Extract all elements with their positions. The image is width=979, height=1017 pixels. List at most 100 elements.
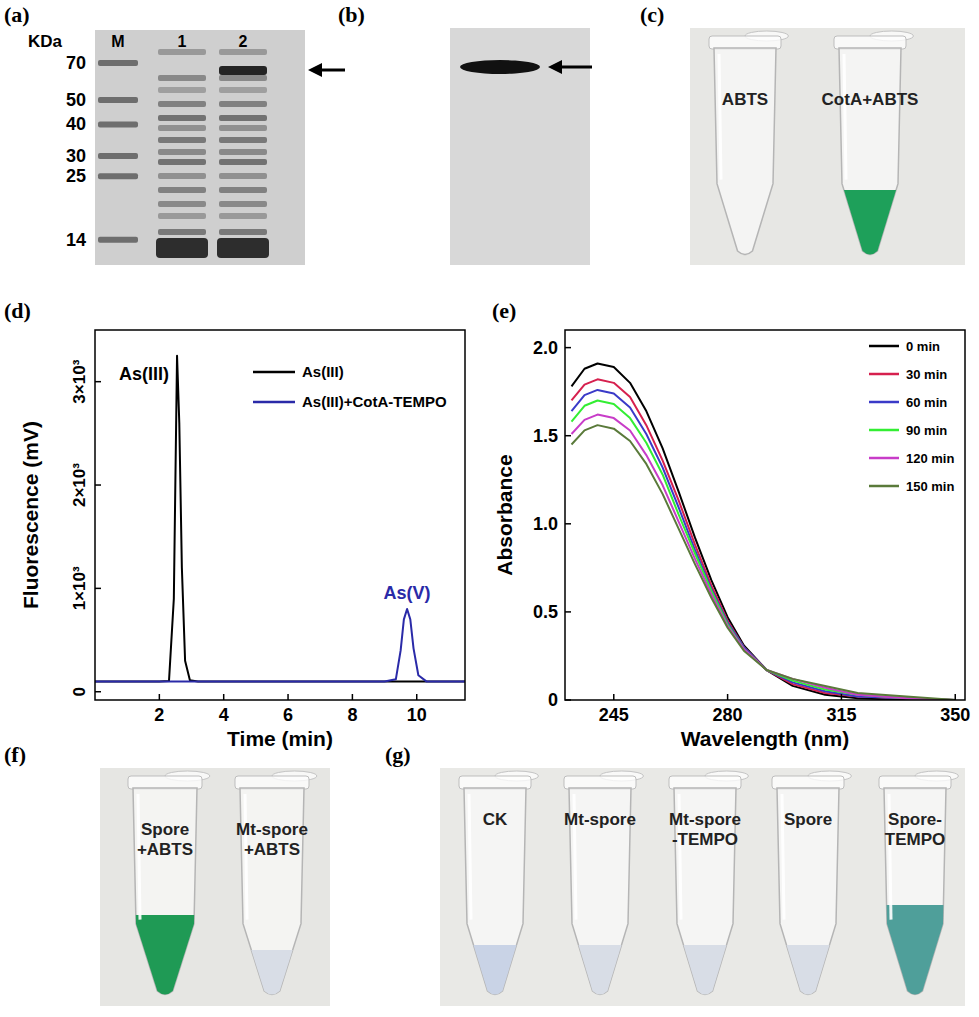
panel-label: (b) bbox=[338, 2, 365, 27]
tube-label: CK bbox=[483, 810, 508, 829]
tube-cap bbox=[459, 776, 531, 789]
x-tick bbox=[223, 694, 225, 700]
gel-band bbox=[158, 149, 206, 155]
tube-cap bbox=[564, 776, 636, 789]
x-tick bbox=[159, 694, 161, 700]
x-tick-label: 245 bbox=[599, 705, 629, 725]
tube-body bbox=[777, 788, 839, 995]
series-line bbox=[572, 363, 956, 700]
photo bbox=[440, 768, 965, 1006]
y-tick-label: 0 bbox=[70, 687, 89, 696]
x-tick bbox=[727, 694, 729, 700]
gel-band bbox=[219, 87, 267, 93]
gel-band bbox=[219, 115, 267, 121]
gel-band bbox=[158, 187, 206, 193]
x-tick bbox=[416, 694, 418, 700]
legend-entry: As(III)+CotA-TEMPO bbox=[302, 393, 447, 410]
tube-liquid bbox=[839, 190, 901, 255]
tube-body bbox=[240, 788, 304, 995]
tube-label: TEMPO bbox=[885, 830, 945, 849]
gel-band bbox=[219, 159, 267, 165]
gel-band bbox=[158, 159, 206, 165]
photo bbox=[100, 768, 330, 1006]
arrow-shaft bbox=[558, 66, 592, 69]
series-line bbox=[572, 415, 956, 700]
tube-liquid bbox=[240, 950, 304, 995]
marker-label: 40 bbox=[66, 114, 86, 134]
x-tick-label: 2 bbox=[154, 705, 164, 725]
series-line bbox=[572, 390, 956, 700]
x-tick-label: 350 bbox=[940, 705, 970, 725]
panel-label: (g) bbox=[385, 742, 411, 767]
legend-entry: 30 min bbox=[906, 367, 947, 382]
legend-swatch bbox=[869, 429, 899, 432]
arrow-shaft bbox=[318, 69, 345, 72]
panel-label: (d) bbox=[4, 298, 31, 323]
gel-band bbox=[158, 87, 206, 93]
tube-liquid bbox=[777, 945, 839, 995]
panel-label: (a) bbox=[4, 2, 30, 27]
tube-highlight bbox=[844, 54, 846, 180]
gel-band bbox=[98, 97, 138, 103]
panel-label: (e) bbox=[492, 298, 516, 323]
tube-body bbox=[133, 788, 197, 995]
arrow-head bbox=[548, 60, 562, 74]
y-tick-label: 3×10³ bbox=[70, 359, 89, 403]
marker-label: 14 bbox=[66, 230, 86, 250]
gel-band bbox=[219, 173, 267, 179]
y-tick-label: 1.0 bbox=[533, 514, 558, 534]
tube-label: -TEMPO bbox=[672, 830, 738, 849]
gel-band bbox=[219, 137, 267, 143]
gel-band bbox=[219, 201, 267, 207]
y-tick-label: 1.5 bbox=[533, 426, 558, 446]
x-tick-label: 4 bbox=[219, 705, 229, 725]
x-axis-title: Wavelength (nm) bbox=[681, 727, 849, 750]
y-tick bbox=[565, 523, 571, 525]
legend-entry: 60 min bbox=[906, 395, 947, 410]
tube-cap bbox=[709, 36, 781, 49]
photo bbox=[690, 28, 965, 265]
marker-label: 50 bbox=[66, 90, 86, 110]
y-tick bbox=[95, 588, 101, 590]
y-tick-label: 2.0 bbox=[533, 338, 558, 358]
legend-swatch bbox=[253, 371, 295, 374]
legend-entry: 150 min bbox=[906, 479, 954, 494]
x-tick-label: 10 bbox=[407, 705, 427, 725]
tubes bbox=[128, 771, 317, 995]
tube-cap bbox=[669, 776, 741, 789]
gel-band bbox=[219, 66, 267, 75]
gel-band bbox=[158, 75, 206, 81]
x-tick-label: 6 bbox=[283, 705, 293, 725]
tubes bbox=[709, 31, 913, 255]
lane-label: 1 bbox=[178, 33, 187, 50]
y-axis-title: Absorbance bbox=[493, 454, 516, 575]
gel-band bbox=[98, 153, 138, 159]
tube-cap bbox=[235, 776, 309, 789]
tube-cap bbox=[879, 776, 951, 789]
gel-band bbox=[158, 213, 206, 219]
legend-swatch bbox=[869, 373, 899, 376]
y-tick-label: 0.5 bbox=[533, 602, 558, 622]
tube-label: Spore bbox=[141, 820, 189, 839]
x-tick-label: 8 bbox=[347, 705, 357, 725]
x-tick bbox=[287, 694, 289, 700]
gel-band bbox=[219, 229, 267, 235]
y-tick bbox=[95, 381, 101, 383]
figure: (a)M12KDa705040302514(b)(c)ABTSCotA+ABTS… bbox=[0, 0, 979, 1017]
gel-band bbox=[219, 75, 267, 81]
plot-area bbox=[95, 356, 465, 682]
series-line bbox=[95, 356, 465, 682]
y-tick bbox=[565, 347, 571, 349]
gel-band bbox=[98, 121, 138, 127]
y-tick bbox=[565, 699, 571, 701]
tube-body bbox=[714, 48, 776, 255]
blot bbox=[450, 28, 590, 265]
panel-label: (f) bbox=[4, 742, 26, 767]
gel-band bbox=[156, 238, 208, 258]
plot-area bbox=[572, 363, 956, 700]
marker-label: 70 bbox=[66, 53, 86, 73]
y-tick-label: 2×10³ bbox=[70, 463, 89, 507]
gel-band bbox=[219, 101, 267, 107]
gel-band bbox=[98, 237, 138, 243]
series-line bbox=[572, 400, 956, 700]
